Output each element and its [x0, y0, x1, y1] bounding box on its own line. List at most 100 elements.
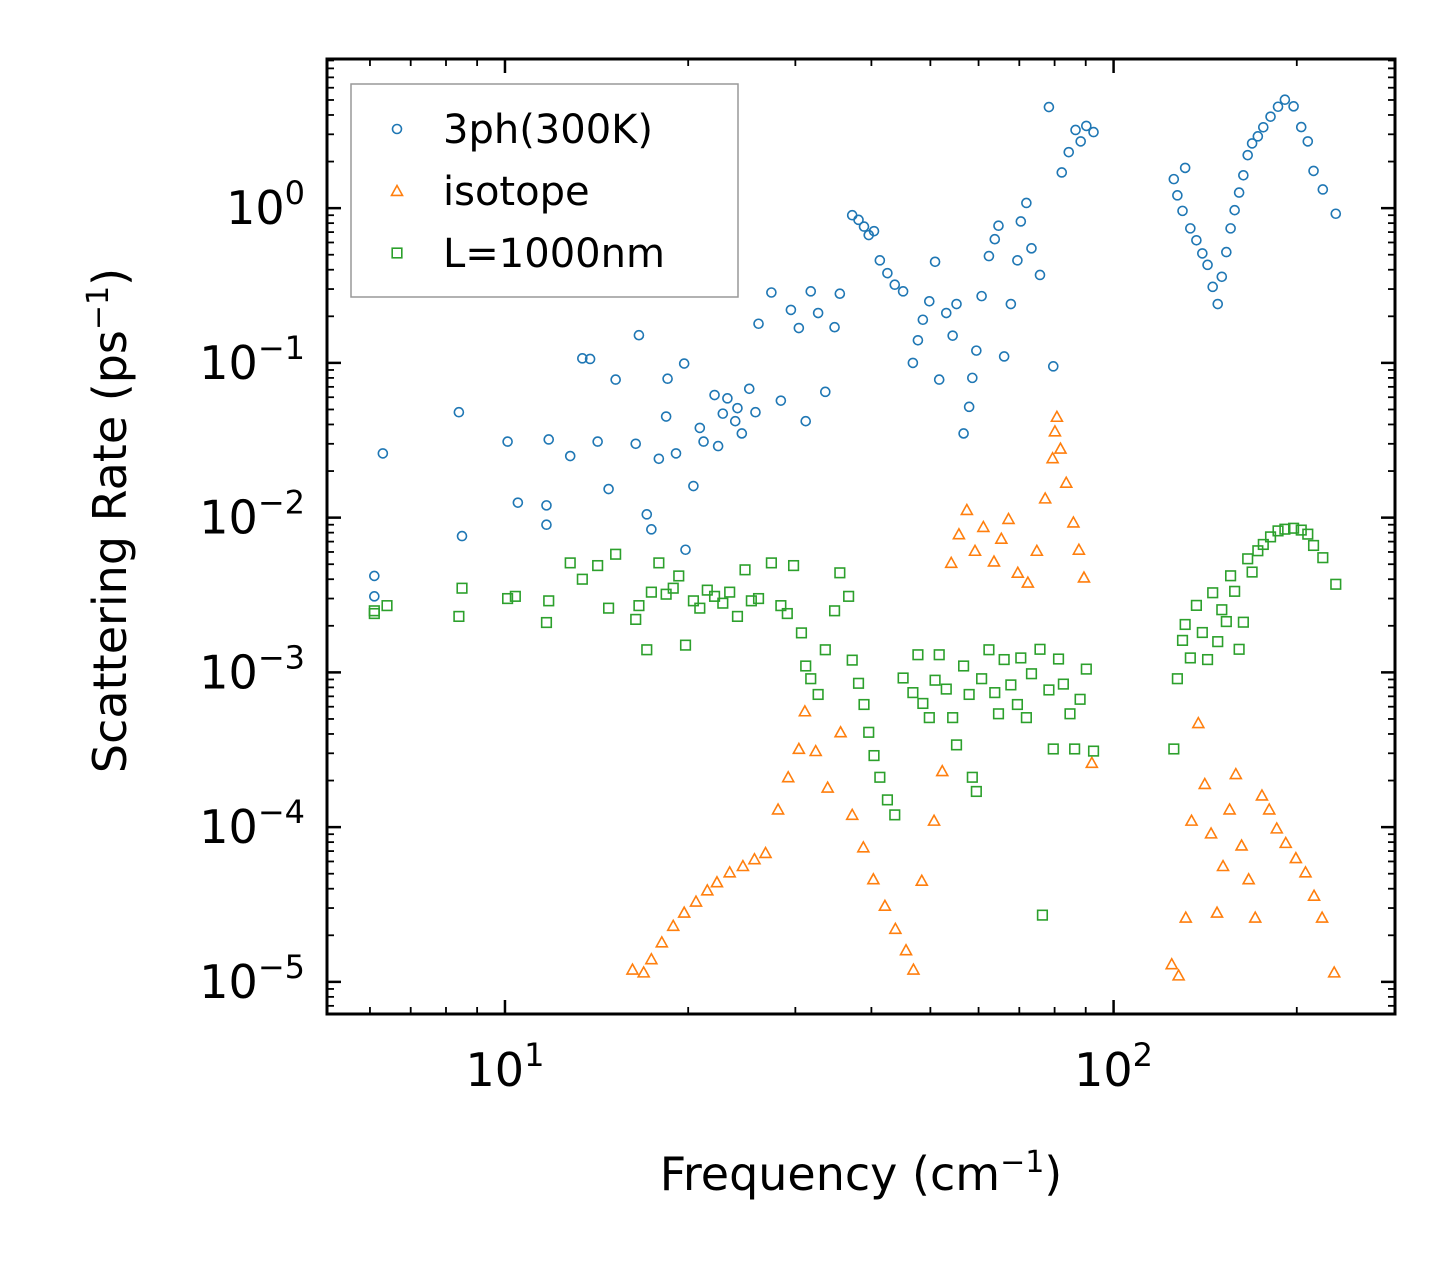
data-point	[798, 704, 812, 717]
data-point	[736, 858, 750, 872]
data-point	[966, 771, 978, 783]
data-point	[709, 389, 720, 401]
data-point	[369, 591, 380, 602]
data-point	[660, 411, 672, 422]
data-point	[687, 595, 700, 607]
data-point	[812, 688, 824, 701]
data-point	[1302, 136, 1314, 147]
data-point	[1072, 542, 1086, 555]
y-tick-label: 10−3	[199, 638, 305, 699]
data-point	[701, 584, 713, 596]
data-point	[1252, 131, 1264, 142]
data-point	[1043, 684, 1055, 696]
data-point	[1233, 187, 1245, 198]
data-point	[800, 660, 812, 672]
data-point	[736, 428, 748, 439]
legend-label: L=1000nm	[443, 231, 665, 277]
data-point	[947, 330, 958, 341]
data-point	[1272, 525, 1284, 537]
data-point	[576, 573, 588, 585]
data-point	[710, 875, 724, 888]
legend-marker	[390, 183, 404, 197]
data-point	[502, 592, 514, 605]
data-point	[1005, 298, 1017, 310]
y-tick-label: 10−1	[199, 329, 305, 390]
data-point	[1289, 851, 1303, 864]
data-point	[1015, 652, 1027, 664]
data-point	[1220, 615, 1232, 628]
data-point	[940, 307, 952, 319]
plot-points	[368, 94, 1342, 981]
data-point	[369, 570, 380, 582]
data-point	[1207, 587, 1219, 599]
data-point	[1288, 101, 1299, 112]
data-point	[1246, 566, 1258, 578]
data-point	[666, 918, 681, 932]
data-point	[917, 697, 929, 710]
data-point	[1075, 136, 1086, 147]
data-point	[1011, 698, 1024, 711]
data-point	[924, 296, 935, 307]
data-point	[1302, 528, 1314, 540]
data-point	[781, 770, 796, 783]
data-point	[610, 548, 622, 560]
data-point	[1233, 643, 1245, 655]
data-point	[1216, 271, 1228, 283]
legend-box	[350, 83, 739, 298]
data-point	[1229, 204, 1240, 216]
data-point	[1043, 101, 1055, 113]
data-point	[660, 588, 672, 600]
data-point	[1279, 94, 1291, 106]
data-point	[667, 582, 679, 594]
data-point	[998, 653, 1010, 666]
data-point	[1264, 531, 1277, 543]
data-point	[653, 453, 665, 465]
data-point	[858, 221, 870, 232]
data-point	[834, 567, 846, 579]
data-point	[834, 288, 846, 299]
data-point	[897, 286, 909, 297]
data-point	[1021, 197, 1032, 209]
data-point	[1171, 673, 1183, 685]
data-point	[808, 743, 823, 757]
data-point	[1229, 585, 1241, 597]
data-point	[1234, 838, 1249, 851]
data-point	[368, 605, 380, 617]
data-point	[781, 607, 793, 620]
data-point	[1241, 872, 1256, 885]
data-point	[724, 586, 736, 598]
data-point	[852, 677, 865, 689]
data-point	[758, 845, 773, 859]
data-point	[731, 610, 744, 623]
data-point	[933, 649, 945, 661]
series-2	[368, 522, 1342, 921]
data-point	[541, 519, 552, 531]
data-point	[1330, 208, 1342, 220]
data-point	[1238, 170, 1249, 181]
data-point	[641, 644, 653, 656]
data-point	[747, 852, 762, 865]
data-point	[940, 683, 952, 695]
data-point	[1197, 776, 1212, 790]
data-point	[785, 304, 797, 316]
data-point	[1047, 743, 1059, 755]
data-point	[805, 286, 817, 297]
data-point	[1080, 663, 1092, 675]
data-point	[543, 434, 555, 445]
y-axis-label: Scattering Rate (ps−1)	[81, 268, 137, 773]
data-point	[882, 267, 893, 279]
data-point	[967, 372, 978, 384]
data-point	[630, 613, 642, 625]
data-point	[677, 905, 692, 918]
data-point	[914, 873, 929, 886]
data-point	[694, 602, 706, 614]
data-point	[1172, 190, 1183, 201]
data-point	[1191, 715, 1206, 729]
data-point	[1178, 910, 1193, 923]
data-point	[888, 921, 903, 935]
data-point	[912, 334, 924, 346]
data-point	[678, 358, 690, 369]
legend-marker	[391, 247, 403, 259]
data-point	[641, 509, 653, 520]
data-point	[1315, 910, 1329, 923]
